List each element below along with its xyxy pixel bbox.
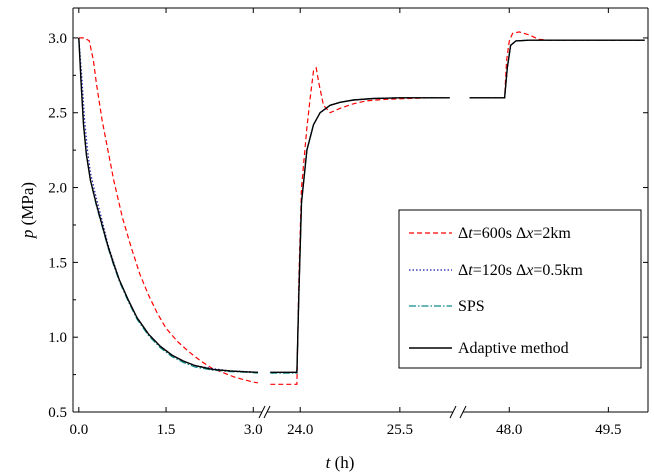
series-layer [78, 31, 645, 385]
y-tick-label: 0.5 [48, 405, 67, 421]
y-tick-label: 2.5 [48, 106, 67, 122]
y-axis-title-symbol: p [18, 230, 37, 240]
series-line-3 [78, 37, 645, 373]
y-axis-title-unit: (MPa) [18, 182, 37, 230]
x-tick-label: 3.0 [244, 422, 263, 438]
x-axis-title-symbol: t [326, 453, 332, 472]
legend-label-1: Δt=120s Δx=0.5km [458, 262, 583, 279]
y-tick-label: 3.0 [48, 31, 67, 47]
axis-break-mark [459, 405, 467, 419]
legend-label-2: SPS [458, 298, 485, 315]
y-tick-label: 1.0 [48, 330, 67, 346]
axis-break-mark [449, 405, 457, 419]
x-tick-label: 48.0 [496, 422, 522, 438]
y-tick-label: 2.0 [48, 181, 67, 197]
x-axis-title-unit: (h) [330, 453, 354, 472]
x-tick-label: 24.0 [287, 422, 313, 438]
legend-label-3: Adaptive method [458, 340, 569, 357]
legend: Δt=600s Δx=2km Δt=120s Δx=0.5km SPS Adaptiv… [398, 209, 642, 369]
y-axis-title: p (MPa) [18, 182, 37, 239]
axis-break-mark [258, 405, 266, 419]
x-tick-label: 1.5 [157, 422, 176, 438]
x-tick-label: 0.0 [69, 422, 88, 438]
axis-break-mark [263, 405, 271, 419]
x-tick-label: 49.5 [595, 422, 621, 438]
x-axis-title: t (h) [326, 453, 355, 472]
legend-label-0: Δt=600s Δx=2km [458, 225, 571, 242]
legend-box [398, 209, 642, 369]
axes-layer: 0.5 1.0 1.5 2.0 2.5 3.0 0.0 1.5 3.0 24.0 25.5 48.0 4… [48, 7, 649, 438]
y-tick-label: 1.5 [48, 255, 67, 271]
x-tick-label: 25.5 [387, 422, 413, 438]
